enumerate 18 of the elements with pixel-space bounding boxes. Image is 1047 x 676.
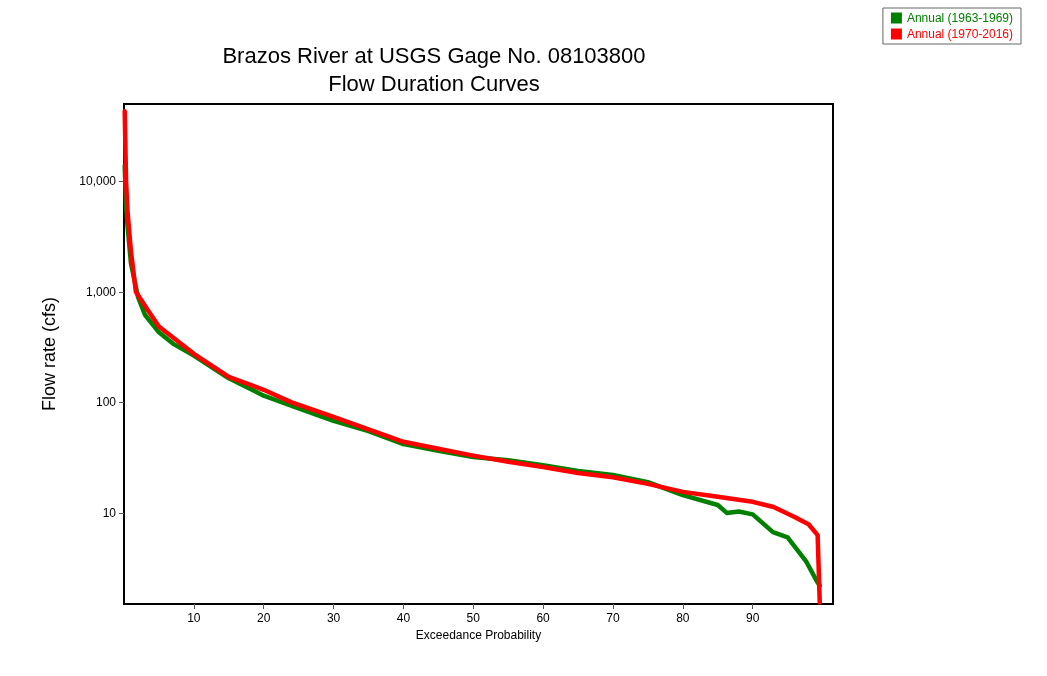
x-tick-label: 80 bbox=[676, 611, 690, 625]
x-tick-label: 10 bbox=[187, 611, 201, 625]
x-tick-label: 40 bbox=[396, 611, 411, 625]
x-axis-title: Exceedance Probability bbox=[415, 627, 542, 642]
y-tick-label: 100 bbox=[95, 395, 117, 410]
legend-label: Annual (1970-2016) bbox=[906, 27, 1013, 41]
x-tick-label: 20 bbox=[257, 611, 271, 625]
legend-label: Annual (1963-1969) bbox=[906, 11, 1013, 25]
chart-title: Brazos River at USGS Gage No. 08103800 Flow Duration Curves bbox=[222, 42, 646, 96]
y-tick-label: 10,000 bbox=[79, 174, 117, 189]
y-tick-label: 10 bbox=[102, 505, 117, 520]
x-tick-label: 70 bbox=[606, 611, 620, 625]
x-tick-label: 50 bbox=[466, 611, 481, 625]
y-axis-title: Flow rate (cfs) bbox=[39, 296, 59, 412]
x-tick-label: 60 bbox=[536, 611, 551, 625]
y-tick-label: 1,000 bbox=[85, 284, 117, 299]
x-tick-label: 90 bbox=[745, 611, 760, 625]
x-tick-label: 30 bbox=[326, 611, 341, 625]
